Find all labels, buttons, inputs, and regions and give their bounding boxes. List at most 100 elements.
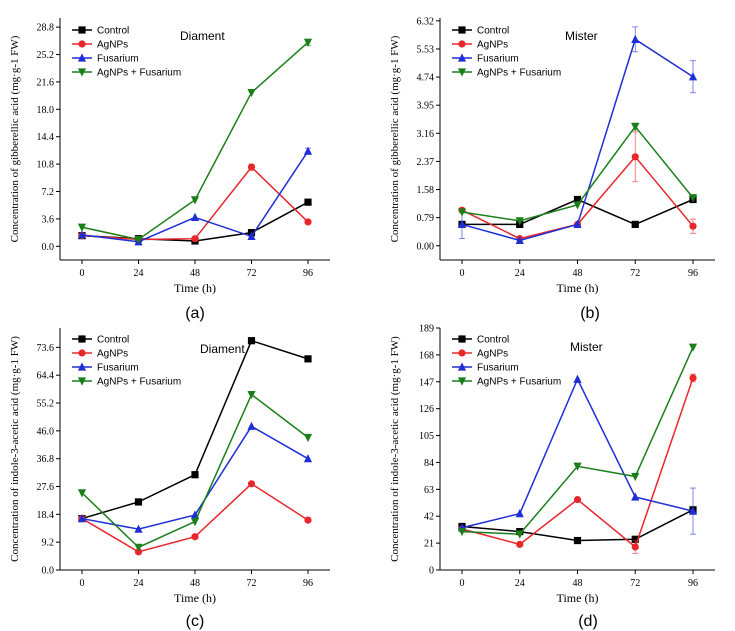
y-tick-label: 64.4 bbox=[37, 371, 55, 382]
y-tick-label: 27.6 bbox=[37, 482, 55, 493]
data-point bbox=[190, 212, 200, 221]
x-tick-label: 24 bbox=[515, 578, 525, 589]
x-tick-label: 48 bbox=[573, 268, 583, 279]
chart-panel-3: 0.0 9.2 18.4 27.6 36.8 46.0 55.2 64.4 73.6 0 24 48 7… bbox=[9, 328, 330, 630]
legend-label: AgNPs bbox=[97, 40, 128, 51]
data-point bbox=[304, 198, 312, 206]
chart-panel-1: 0.0 3.6 7.2 10.8 14.4 18.0 21.6 25.2 28.8 0 24 48 72… bbox=[9, 18, 330, 322]
legend: Control AgNPs Fusarium AgNPs + Fusarium bbox=[72, 335, 181, 388]
data-point bbox=[688, 194, 698, 203]
data-point bbox=[689, 374, 697, 382]
data-point bbox=[573, 374, 582, 383]
series-control bbox=[458, 506, 697, 545]
x-tick-label: 96 bbox=[303, 578, 313, 589]
data-point bbox=[247, 88, 256, 98]
data-point bbox=[688, 343, 698, 352]
y-tick-label: 84 bbox=[424, 458, 434, 469]
legend: Control AgNPs Fusarium AgNPs + Fusarium bbox=[72, 26, 181, 79]
series-agnps-fusarium bbox=[457, 343, 698, 539]
y-tick-label: 3.16 bbox=[417, 129, 435, 140]
y-tick-label: 5.53 bbox=[417, 44, 435, 55]
legend-label: Control bbox=[97, 335, 129, 346]
y-tick-label: 42 bbox=[424, 512, 434, 523]
x-axis-label: Time (h) bbox=[174, 281, 216, 295]
data-point bbox=[631, 543, 639, 551]
legend-marker bbox=[457, 68, 467, 77]
y-tick-label: 6.32 bbox=[417, 16, 435, 27]
data-point bbox=[190, 518, 200, 527]
data-point bbox=[631, 122, 640, 132]
data-point bbox=[515, 235, 524, 245]
data-point bbox=[631, 153, 639, 161]
y-axis-label: Concentration of gibberellic acid (mg·g-… bbox=[9, 35, 21, 242]
data-point bbox=[573, 536, 582, 545]
data-point bbox=[303, 433, 313, 443]
x-tick-label: 0 bbox=[80, 578, 85, 589]
data-point bbox=[688, 72, 698, 81]
data-point bbox=[134, 524, 143, 533]
series-fusarium bbox=[77, 146, 313, 246]
data-point bbox=[191, 533, 199, 541]
data-point bbox=[573, 219, 582, 229]
y-axis-label: Concentration of gibberellic acid (mg·g-… bbox=[389, 35, 401, 242]
y-tick-label: 3.6 bbox=[42, 214, 55, 225]
legend-marker bbox=[457, 53, 467, 62]
y-axis-label: Concentration of indole-3-acetic acid (m… bbox=[389, 336, 401, 562]
y-tick-label: 63 bbox=[424, 485, 434, 496]
legend: Control AgNPs Fusarium AgNPs + Fusarium bbox=[452, 335, 561, 388]
data-point bbox=[689, 222, 697, 230]
data-point bbox=[247, 337, 256, 345]
data-point bbox=[573, 195, 582, 204]
chart-title: Mister bbox=[570, 340, 603, 354]
legend-marker bbox=[458, 335, 466, 343]
x-tick-label: 48 bbox=[573, 578, 583, 589]
data-point bbox=[631, 220, 639, 229]
legend: Control AgNPs Fusarium AgNPs + Fusarium bbox=[452, 26, 561, 79]
legend-marker bbox=[457, 362, 467, 371]
data-point bbox=[573, 495, 582, 504]
data-point bbox=[516, 540, 524, 548]
x-tick-label: 96 bbox=[303, 268, 313, 279]
legend-marker bbox=[77, 362, 87, 371]
x-axis-label: Time (h) bbox=[174, 591, 216, 605]
data-point bbox=[247, 231, 256, 241]
data-point bbox=[457, 219, 467, 229]
legend-marker bbox=[458, 40, 466, 48]
y-tick-label: 0.0 bbox=[42, 242, 55, 253]
data-point bbox=[134, 543, 143, 552]
x-tick-label: 48 bbox=[190, 268, 200, 279]
y-tick-label: 3.95 bbox=[417, 101, 435, 112]
data-point bbox=[457, 527, 467, 537]
y-tick-label: 126 bbox=[419, 404, 434, 415]
y-tick-label: 189 bbox=[419, 324, 434, 335]
y-tick-label: 1.58 bbox=[417, 185, 435, 196]
y-tick-label: 21 bbox=[424, 539, 434, 550]
x-axis-label: Time (h) bbox=[557, 591, 599, 605]
y-axis-label: Concentration of indole-3-acetic acid (m… bbox=[9, 336, 21, 562]
y-tick-label: 25.2 bbox=[37, 50, 55, 61]
x-tick-label: 48 bbox=[190, 578, 200, 589]
legend-label: AgNPs bbox=[477, 40, 508, 51]
legend-marker bbox=[457, 377, 467, 386]
y-tick-label: 73.6 bbox=[37, 343, 55, 354]
x-tick-label: 24 bbox=[515, 268, 525, 279]
chart-title: Diament bbox=[180, 29, 225, 43]
data-point bbox=[190, 196, 200, 205]
y-tick-label: 168 bbox=[419, 350, 434, 361]
legend-label: Control bbox=[477, 26, 509, 37]
legend-marker bbox=[458, 26, 466, 34]
data-point bbox=[247, 421, 256, 430]
legend-label: Control bbox=[97, 26, 129, 37]
data-point bbox=[304, 516, 312, 524]
series-line bbox=[461, 509, 694, 542]
data-point bbox=[77, 513, 87, 523]
legend-marker bbox=[77, 68, 87, 77]
legend-label: Fusarium bbox=[477, 54, 519, 65]
legend-label: Fusarium bbox=[477, 363, 519, 374]
data-point bbox=[191, 471, 199, 479]
data-point bbox=[247, 390, 256, 400]
data-point bbox=[303, 146, 313, 155]
data-point bbox=[247, 480, 256, 488]
y-tick-label: 55.2 bbox=[37, 399, 55, 410]
